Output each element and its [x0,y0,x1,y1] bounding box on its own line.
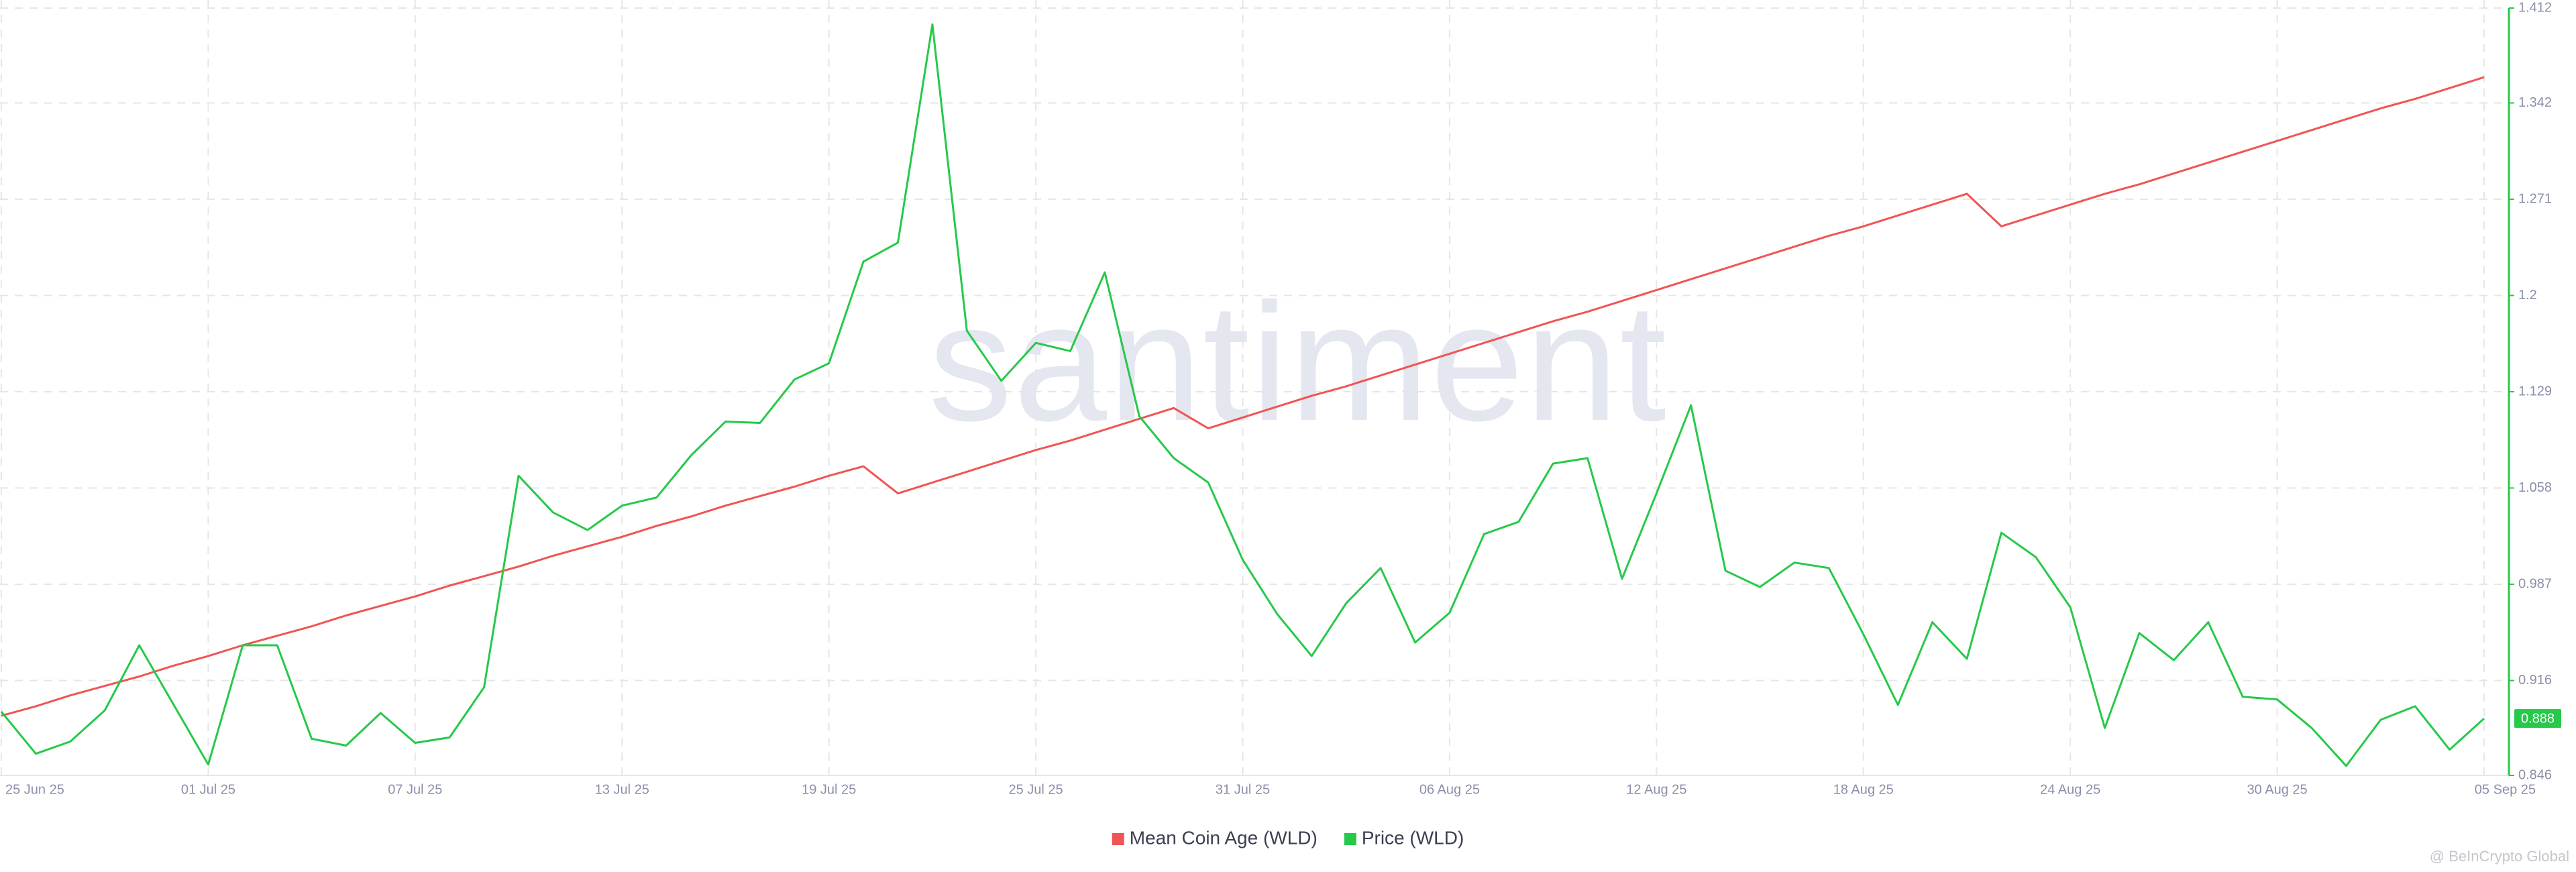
x-tick-label: 18 Aug 25 [1833,782,1894,797]
y-tick-label: 1.342 [2518,95,2552,110]
x-tick-label: 25 Jun 25 [5,782,64,797]
x-tick-label: 30 Aug 25 [2247,782,2308,797]
x-tick-label: 06 Aug 25 [1419,782,1480,797]
y-tick-label: 0.846 [2518,767,2552,782]
y-tick-label: 0.916 [2518,673,2552,688]
y-tick-label: 0.987 [2518,576,2552,591]
y-tick-label: 1.058 [2518,480,2552,495]
y-tick-label: 1.412 [2518,0,2552,15]
series-line [0,23,2485,767]
last-value-label: 0.888 [2521,711,2555,726]
x-tick-label: 05 Sep 25 [2475,782,2536,797]
x-tick-label: 01 Jul 25 [181,782,235,797]
legend-label: Mean Coin Age (WLD) [1130,827,1318,848]
x-tick-label: 12 Aug 25 [1626,782,1686,797]
legend-swatch [1344,833,1356,845]
watermark: santiment [928,268,1668,455]
credit: @ BeInCrypto Global [2430,848,2569,865]
legend-label: Price (WLD) [1362,827,1464,848]
y-tick-label: 1.271 [2518,191,2552,206]
y-tick-label: 1.129 [2518,384,2552,398]
legend-swatch [1112,833,1124,845]
series-line [1,76,2485,717]
x-tick-label: 24 Aug 25 [2040,782,2100,797]
x-tick-label: 25 Jul 25 [1008,782,1063,797]
legend: Mean Coin Age (WLD) Price (WLD) [1112,827,1464,848]
x-tick-label: 13 Jul 25 [595,782,649,797]
grid [0,0,2509,776]
y-tick-label: 1.2 [2518,288,2537,303]
x-tick-label: 31 Jul 25 [1216,782,1270,797]
x-tick-label: 07 Jul 25 [388,782,442,797]
x-tick-label: 19 Jul 25 [802,782,856,797]
last-value-badge [2514,709,2561,728]
